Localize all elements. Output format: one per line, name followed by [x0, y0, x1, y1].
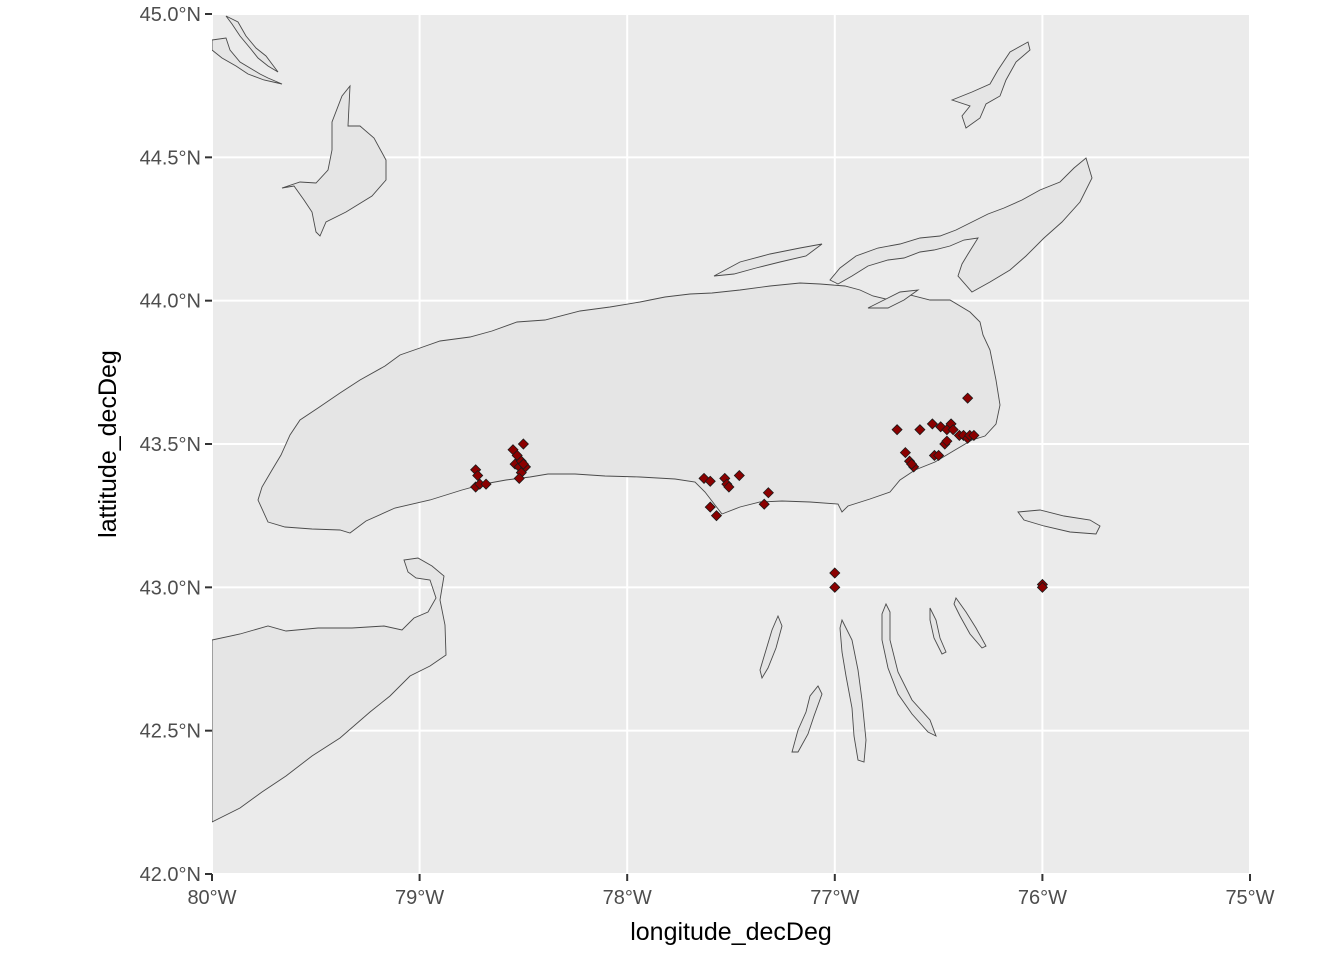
y-tick-label: 43.0°N — [140, 577, 201, 599]
observation-points — [470, 392, 1048, 593]
y-tick-label: 44.5°N — [140, 147, 201, 169]
lake-ontario — [257, 282, 1001, 534]
data-point — [906, 458, 918, 470]
data-point — [891, 424, 903, 436]
data-point — [829, 567, 841, 579]
data-point — [762, 487, 774, 499]
x-tick-label: 77°W — [810, 887, 859, 909]
finger-lake-4 — [881, 602, 937, 737]
data-point — [704, 501, 716, 513]
data-point — [513, 472, 525, 484]
upper-left-lake — [212, 37, 283, 85]
x-tick-label: 75°W — [1225, 887, 1274, 909]
data-point — [723, 481, 735, 493]
data-point — [517, 458, 529, 470]
data-point — [480, 478, 492, 490]
finger-lake-5 — [929, 607, 947, 655]
y-tick-label: 42.0°N — [140, 864, 201, 886]
data-point — [1036, 581, 1048, 593]
data-point — [733, 469, 745, 482]
finger-lake-3 — [839, 618, 867, 763]
oneida-lake — [1017, 509, 1101, 535]
data-point — [968, 429, 980, 441]
y-axis-title: lattitude_decDeg — [94, 350, 122, 538]
x-tick-label: 80°W — [187, 887, 236, 909]
y-tick-label: 45.0°N — [140, 4, 201, 26]
x-tick-label: 79°W — [395, 887, 444, 909]
y-tick-label: 44.0°N — [140, 291, 201, 313]
finger-lake-1 — [759, 614, 783, 680]
data-point — [472, 469, 484, 482]
lake-simcoe — [281, 84, 387, 237]
data-point — [962, 392, 974, 404]
data-point — [926, 418, 938, 430]
x-axis-title: longitude_decDeg — [630, 918, 832, 946]
finger-lake-6 — [953, 597, 987, 649]
axes: 80°W 79°W 78°W 77°W 76°W 75°W 42.0°N 42.5°N 43.0… — [140, 4, 1275, 909]
data-point — [941, 435, 953, 447]
y-tick-label: 43.5°N — [140, 434, 201, 456]
basemap — [212, 15, 1101, 823]
st-lawrence-river — [829, 157, 1093, 293]
upper-right-lake — [950, 41, 1031, 129]
finger-lake-2 — [791, 685, 823, 753]
data-point — [899, 447, 911, 459]
data-point — [710, 510, 723, 522]
amherst-island — [867, 289, 920, 309]
y-tick-label: 42.5°N — [140, 721, 201, 743]
data-point — [829, 581, 841, 593]
wolfe-island — [713, 243, 823, 277]
data-point — [704, 475, 716, 487]
x-tick-label: 76°W — [1018, 887, 1067, 909]
data-point — [517, 438, 529, 450]
data-point — [914, 424, 926, 436]
x-tick-label: 78°W — [603, 887, 652, 909]
data-point — [947, 424, 959, 436]
data-point — [933, 449, 945, 462]
upper-left-shore — [225, 15, 279, 73]
lake-erie — [212, 557, 447, 823]
data-point — [758, 498, 770, 510]
